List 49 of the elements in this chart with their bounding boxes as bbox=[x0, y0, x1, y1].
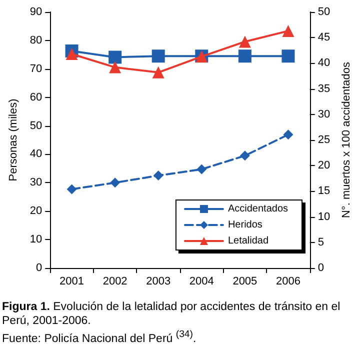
x-tick-label: 2005 bbox=[232, 276, 258, 288]
y2-tick-label: 40 bbox=[318, 57, 330, 70]
y2-tick-label: 0 bbox=[318, 262, 324, 274]
y2-tick-label: 30 bbox=[318, 108, 330, 120]
x-tick-label: 2006 bbox=[276, 276, 300, 288]
y-tick-label: 20 bbox=[30, 205, 42, 218]
y2-tick-label: 5 bbox=[318, 236, 324, 248]
x-tick-label: 2001 bbox=[60, 276, 84, 288]
point bbox=[66, 48, 78, 60]
legend-label: Letalidad bbox=[228, 236, 269, 246]
y-tick-label: 0 bbox=[36, 262, 42, 274]
point bbox=[238, 36, 251, 48]
y2-tick-label: 45 bbox=[318, 32, 330, 44]
y-tick-label: 80 bbox=[30, 34, 42, 46]
legend-label: Heridos bbox=[228, 220, 262, 230]
y2-axis-title: N°. muertos x 100 accidentados bbox=[340, 61, 352, 218]
point bbox=[152, 50, 165, 63]
point bbox=[240, 150, 250, 161]
point bbox=[283, 130, 294, 140]
legend-label: Accidentados bbox=[228, 204, 288, 214]
point bbox=[282, 50, 295, 63]
point bbox=[110, 178, 120, 188]
point bbox=[109, 61, 122, 74]
point bbox=[66, 184, 77, 194]
y2-tick-label: 15 bbox=[318, 185, 330, 198]
source-note: Fuente: Policía Nacional del Perú $^{(34)}$. bbox=[2, 329, 196, 345]
x-tick-label: 2002 bbox=[102, 276, 128, 288]
y-tick-label: 10 bbox=[30, 234, 42, 246]
y2-tick-label: 50 bbox=[318, 6, 330, 18]
point bbox=[108, 50, 122, 64]
y-tick-label: 90 bbox=[30, 6, 42, 18]
y-tick-label: 60 bbox=[30, 91, 42, 104]
point bbox=[196, 164, 207, 174]
point bbox=[152, 66, 164, 78]
y-axis-title: Personas (miles) bbox=[8, 98, 20, 182]
x-tick-label: 2003 bbox=[146, 276, 171, 288]
y2-tick-label: 25 bbox=[318, 134, 330, 146]
point bbox=[153, 170, 164, 181]
x-tick-label: 2004 bbox=[189, 276, 214, 288]
point bbox=[238, 50, 252, 63]
text: Figura 1. Evolución de la letalidad por accidentes de tránsito en el Perú, 2001-2006. bbox=[2, 301, 340, 327]
y-tick-label: 40 bbox=[30, 148, 42, 160]
y-tick-label: 70 bbox=[30, 62, 42, 75]
y2-tick-label: 10 bbox=[318, 210, 330, 223]
y-tick-label: 50 bbox=[30, 120, 42, 132]
y2-tick-label: 20 bbox=[318, 160, 330, 172]
y2-tick-label: 35 bbox=[318, 82, 330, 95]
y-tick-label: 30 bbox=[30, 176, 42, 189]
point bbox=[282, 24, 294, 37]
